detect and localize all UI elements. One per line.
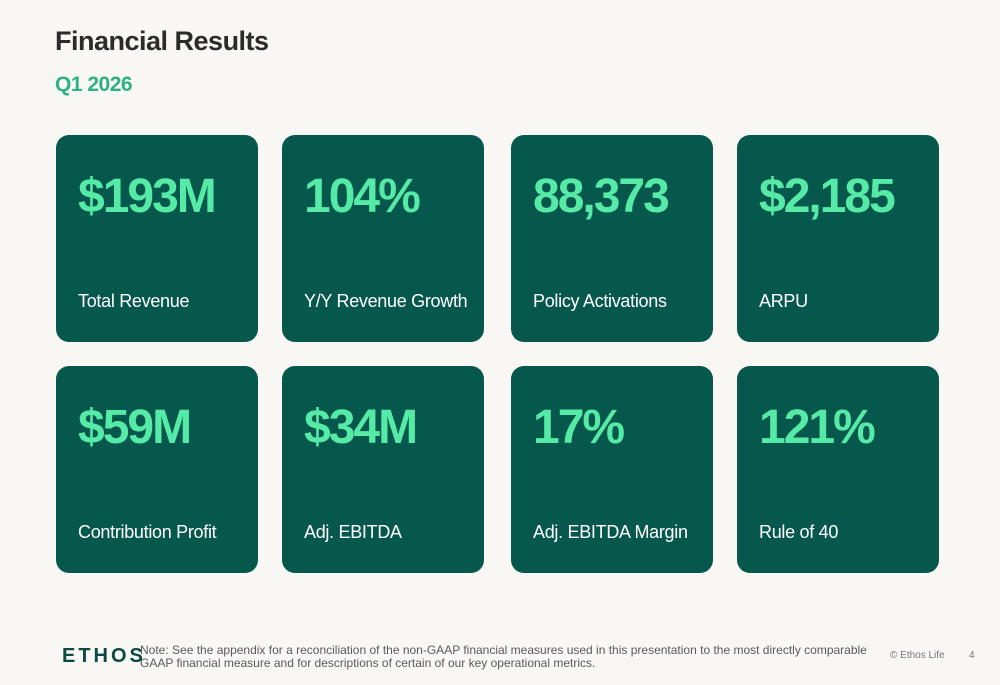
metric-label: Contribution Profit <box>78 522 217 542</box>
copyright: © Ethos Life <box>890 650 945 661</box>
metric-card-rule-of-40: 121% Rule of 40 <box>737 366 939 573</box>
metric-value: 88,373 <box>533 170 670 223</box>
metric-label: Policy Activations <box>533 291 667 311</box>
metric-card-adj-ebitda: $34M Adj. EBITDA <box>282 366 484 573</box>
metric-label: Y/Y Revenue Growth <box>304 291 468 311</box>
ethos-logo: ETHOS <box>62 645 146 667</box>
metric-label: Rule of 40 <box>759 522 839 542</box>
metric-label: Adj. EBITDA Margin <box>533 522 688 542</box>
metric-card-total-revenue: $193M Total Revenue <box>56 135 258 342</box>
metric-value: 121% <box>759 401 876 454</box>
metric-value: 104% <box>304 170 421 223</box>
page-subtitle: Q1 2026 <box>55 73 133 96</box>
metric-value: 17% <box>533 401 625 454</box>
page-title: Financial Results <box>55 26 269 56</box>
footnote: Note: See the appendix for a reconciliat… <box>140 643 867 670</box>
metric-value: $2,185 <box>759 170 896 223</box>
metric-value: $34M <box>304 401 418 454</box>
page-number: 4 <box>969 650 975 661</box>
metric-label: Total Revenue <box>78 291 190 311</box>
metric-card-arpu: $2,185 ARPU <box>737 135 939 342</box>
metric-value: $193M <box>78 170 217 223</box>
metric-card-contribution-profit: $59M Contribution Profit <box>56 366 258 573</box>
metric-card-policy-activations: 88,373 Policy Activations <box>511 135 713 342</box>
metric-label: ARPU <box>759 291 808 311</box>
metric-card-adj-ebitda-margin: 17% Adj. EBITDA Margin <box>511 366 713 573</box>
metric-value: $59M <box>78 401 192 454</box>
metric-card-revenue-growth: 104% Y/Y Revenue Growth <box>282 135 484 342</box>
metric-label: Adj. EBITDA <box>304 522 402 542</box>
